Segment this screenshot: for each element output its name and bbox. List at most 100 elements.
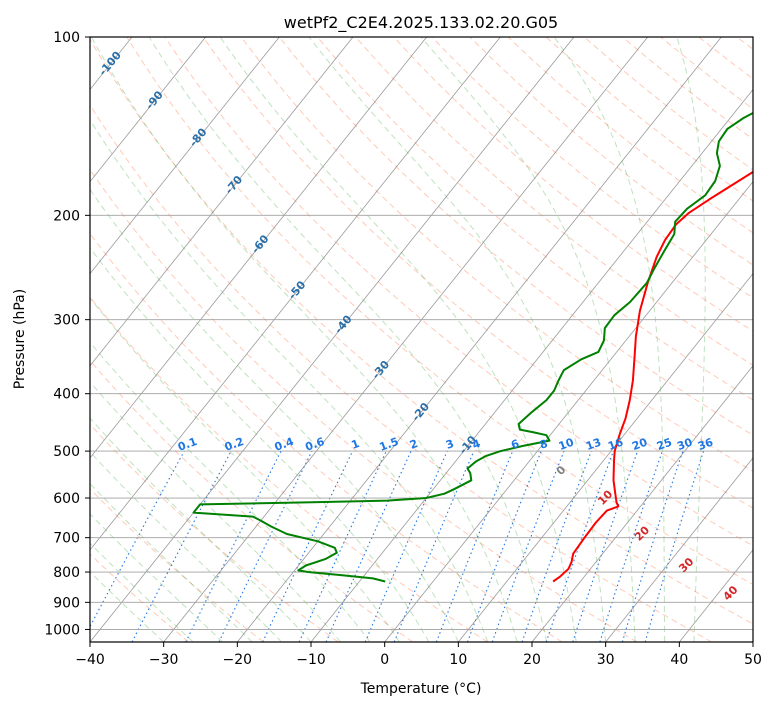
dry-adiabat [90, 168, 638, 642]
moist-adiabat [90, 571, 165, 642]
isotherm [163, 37, 648, 642]
mixing-ratio-label: 1.5 [378, 435, 401, 454]
temperature-trace [552, 170, 753, 583]
mixing-ratio-line [599, 450, 663, 642]
mixing-ratio-line [621, 450, 684, 642]
moist-adiabat [90, 37, 518, 642]
plot-frame [89, 36, 754, 643]
mixing-ratio-label: 30 [675, 436, 694, 454]
moist-adiabat [90, 118, 489, 642]
x-tick-label: −20 [223, 652, 253, 668]
y-tick-label: 100 [53, 30, 80, 46]
isotherm [90, 37, 427, 459]
mixing-ratio-label: 3 [444, 437, 456, 452]
isotherm [384, 180, 753, 642]
mixing-ratio-label: 0.4 [273, 435, 296, 454]
dry-adiabat [393, 37, 753, 332]
x-tick-label: 50 [744, 652, 762, 668]
isotherm [90, 37, 280, 275]
moist-adiabat [676, 37, 706, 642]
dry-adiabat [90, 296, 488, 642]
moist-adiabat [90, 188, 459, 642]
mixing-ratio-label: 0.6 [303, 435, 326, 454]
mixing-ratio-line [298, 450, 387, 642]
y-tick-label: 500 [53, 444, 80, 460]
x-tick-label: 30 [597, 652, 615, 668]
mixing-ratio-line [262, 450, 353, 642]
y-tick-label: 200 [53, 208, 80, 224]
mixing-ratio-label: 8 [538, 437, 550, 452]
moist-adiabat [90, 513, 223, 642]
isotherm [310, 88, 753, 642]
mixing-ratio-line [466, 450, 542, 642]
dry-adiabat [355, 37, 753, 366]
y-tick-label: 300 [53, 313, 80, 329]
mixing-ratio-label: 0.2 [223, 435, 246, 454]
x-tick-label: 20 [523, 652, 541, 668]
mixing-ratio-line [572, 450, 639, 642]
moist-adiabat [90, 297, 400, 642]
dry-adiabat [202, 37, 753, 509]
moist-adiabat [90, 542, 194, 642]
x-axis-title: Temperature (°C) [360, 681, 482, 697]
reference-lines [90, 37, 753, 642]
mixing-ratio-line [218, 450, 313, 642]
mixing-ratio-label: 25 [655, 436, 674, 453]
y-tick-label: 900 [53, 595, 80, 611]
mixing-ratio-label: 20 [630, 436, 649, 454]
mixing-ratio-label: 10 [557, 436, 576, 454]
isotherm [90, 37, 501, 551]
dry-adiabat [90, 232, 563, 642]
x-tick-label: 40 [670, 652, 688, 668]
x-tick-label: −10 [296, 652, 326, 668]
mixing-ratio-label: 1 [350, 437, 362, 452]
mixing-ratio-line [90, 450, 185, 628]
isotherm [90, 37, 575, 642]
y-axis-title: Pressure (hPa) [12, 289, 28, 389]
dry-adiabat [126, 37, 753, 586]
sounding-traces [192, 111, 753, 583]
dry-adiabat [90, 104, 712, 642]
chart-title: wetPf2_C2E4.2025.133.02.20.G05 [284, 13, 558, 33]
y-tick-label: 700 [53, 531, 80, 547]
moist-adiabat [219, 37, 577, 642]
moist-adiabat [553, 37, 666, 642]
dry-adiabat [317, 37, 753, 401]
y-tick-label: 400 [53, 387, 80, 403]
isotherm [90, 37, 354, 367]
x-tick-label: −30 [149, 652, 179, 668]
moist-adiabat [90, 482, 253, 642]
isotherm [458, 273, 753, 642]
dry-adiabat [278, 37, 753, 436]
dry-adiabat [90, 38, 753, 625]
y-tick-label: 800 [53, 565, 80, 581]
mixing-ratio-label: 4 [471, 437, 483, 452]
x-tick-label: 10 [449, 652, 467, 668]
mixing-ratio-label: 16 [606, 436, 625, 454]
pressure-gridlines [90, 37, 753, 630]
mixing-ratio-label: 0.1 [176, 435, 199, 454]
moist-adiabat [90, 341, 371, 642]
isotherm [90, 37, 206, 183]
mixing-ratio-label: 2 [408, 437, 420, 452]
moist-adiabat [90, 451, 282, 642]
isotherm [605, 457, 753, 642]
mixing-ratio-label: 6 [509, 437, 521, 452]
moist-adiabat [308, 37, 607, 642]
y-tick-label: 600 [53, 491, 80, 507]
isotherm [531, 365, 753, 642]
dewpoint-trace [192, 111, 753, 583]
dry-adiabat [164, 37, 753, 547]
moist-adiabat [90, 381, 341, 642]
y-tick-label: 1000 [44, 622, 80, 638]
mixing-ratio-line [435, 450, 514, 642]
dry-adiabat [90, 553, 190, 642]
moist-adiabat [420, 37, 636, 642]
moist-adiabat [90, 246, 430, 642]
mixing-ratio-label: 13 [584, 436, 603, 453]
x-tick-label: −40 [75, 652, 105, 668]
axes: −40 −30 −20 −10 0 10 20 30 40 5010020030040050060… [44, 30, 762, 668]
x-tick-label: 0 [380, 652, 389, 668]
